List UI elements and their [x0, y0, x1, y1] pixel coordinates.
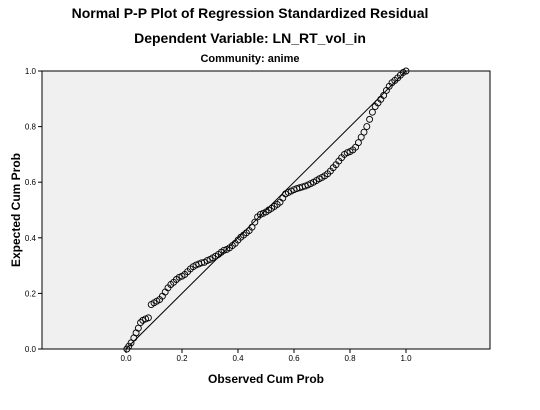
data-point	[137, 319, 145, 327]
x-tick-label: 1.0	[400, 354, 412, 363]
data-point	[354, 139, 362, 147]
y-tick-label: 0.4	[25, 234, 37, 243]
data-point	[220, 246, 228, 254]
x-tick-label: 0.6	[288, 354, 300, 363]
chart-subtitle: Dependent Variable: LN_RT_vol_in	[134, 30, 366, 46]
y-tick-label: 0.8	[25, 123, 37, 132]
chart-title: Normal P-P Plot of Regression Standardiz…	[71, 5, 429, 21]
data-point	[363, 123, 371, 131]
y-axis-label: Expected Cum Prob	[9, 153, 23, 267]
data-point	[368, 108, 376, 116]
x-tick-label: 0.4	[232, 354, 244, 363]
y-tick-label: 1.0	[25, 67, 37, 76]
data-point	[402, 67, 410, 75]
y-tick-label: 0.0	[25, 345, 37, 354]
data-point	[144, 314, 152, 322]
panel-title: Community: anime	[200, 53, 300, 65]
data-point	[360, 128, 368, 136]
x-tick-label: 0.0	[120, 354, 132, 363]
y-tick-label: 0.2	[25, 289, 37, 298]
x-axis-label: Observed Cum Prob	[208, 372, 324, 386]
x-tick-label: 0.2	[176, 354, 188, 363]
x-tick-label: 0.8	[344, 354, 356, 363]
data-point	[251, 218, 259, 226]
y-tick-label: 0.6	[25, 178, 37, 187]
data-point	[366, 115, 374, 123]
data-points	[123, 67, 410, 353]
axis-ticks: 0.0 0.2 0.4 0.6 0.8 1.0 0.0 0.2 0.4 0.6 0.8 1.0	[25, 67, 412, 363]
